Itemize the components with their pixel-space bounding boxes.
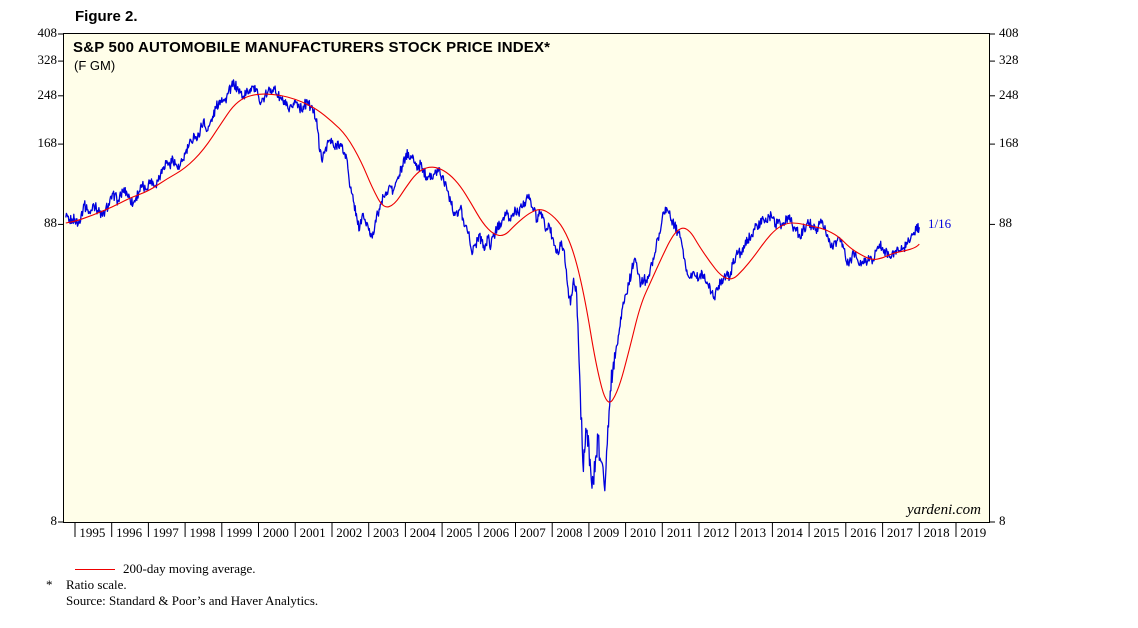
y-axis-labels-left: 8 88 168 248 328 408: [24, 26, 58, 528]
y-axis-tick-label-right: 168: [999, 135, 1019, 151]
x-axis-year-label: 2016: [850, 525, 877, 540]
x-axis-year-label: 2001: [299, 525, 326, 540]
legend: 200-day moving average.: [75, 561, 255, 577]
x-axis-year-label: 2007: [519, 525, 546, 540]
y-axis-tick-label-right: 88: [999, 215, 1012, 231]
x-axis-year-label: 2005: [446, 525, 473, 540]
x-axis-year-label: 2003: [373, 525, 399, 540]
y-axis-tick-label-left: 88: [44, 215, 57, 231]
footnote-asterisk: *: [46, 577, 53, 592]
x-axis-labels: 1995 1996 1997 1998 1999 2000 2001 2002 2003 2004…: [63, 524, 990, 542]
moving-average-line: [65, 93, 920, 403]
y-axis-tick-label-right: 408: [999, 25, 1019, 40]
chart-canvas: [58, 33, 995, 537]
x-axis-year-label: 2004: [409, 525, 436, 540]
x-axis-year-label: 2015: [813, 525, 840, 540]
x-axis-year-label: 1995: [79, 525, 106, 540]
x-axis-year-label: 2010: [630, 525, 656, 540]
x-axis-year-label: 2018: [923, 525, 950, 540]
watermark-yardeni: yardeni.com: [906, 502, 981, 518]
x-axis-year-label: 2013: [740, 525, 767, 540]
x-axis-year-label: 2009: [593, 525, 620, 540]
footnote-ratio-scale: Ratio scale.: [66, 577, 127, 592]
x-axis-year-label: 2014: [776, 525, 803, 540]
plot-area: S&P 500 AUTOMOBILE MANUFACTURERS STOCK P…: [58, 33, 995, 537]
ma-legend-label: 200-day moving average.: [123, 561, 256, 576]
y-axis-tick-label-left: 168: [37, 135, 58, 151]
chart-title: S&P 500 AUTOMOBILE MANUFACTURERS STOCK P…: [73, 39, 551, 56]
y-axis-tick-label-left: 408: [37, 25, 58, 40]
x-axis-year-label: 2019: [960, 525, 987, 540]
ma-legend-line: [75, 568, 115, 570]
x-axis-year-label: 1998: [189, 525, 216, 540]
y-axis-tick-label-right: 248: [999, 86, 1019, 102]
y-axis-labels-right: 8 88 168 248 328 408: [999, 26, 1039, 528]
price-series-line: [65, 79, 920, 492]
x-axis-year-label: 1996: [116, 525, 143, 540]
x-axis-year-label: 2000: [262, 525, 289, 540]
chart-subtitle: (F GM): [74, 58, 116, 73]
x-axis-year-label: 2002: [336, 525, 363, 540]
y-axis-tick-label-right: 328: [999, 52, 1019, 68]
x-axis-year-label: 2011: [666, 525, 693, 540]
x-axis-year-label: 2012: [703, 525, 730, 540]
y-axis-tick-label-left: 328: [37, 52, 58, 68]
x-axis-year-label: 2008: [556, 525, 583, 540]
x-axis-year-label: 2017: [886, 525, 913, 540]
y-axis-tick-label-left: 8: [50, 513, 58, 528]
footnote-source: Source: Standard & Poor’s and Haver Anal…: [66, 593, 319, 608]
x-axis-year-label: 2006: [483, 525, 510, 540]
x-axis-year-label: 1999: [226, 525, 253, 540]
latest-value-date-label: 1/16: [928, 216, 952, 231]
figure-label: Figure 2.: [75, 8, 138, 25]
y-axis-tick-label-right: 8: [999, 513, 1006, 528]
x-axis-year-label: 1997: [152, 525, 179, 540]
y-axis-tick-label-left: 248: [37, 86, 58, 102]
